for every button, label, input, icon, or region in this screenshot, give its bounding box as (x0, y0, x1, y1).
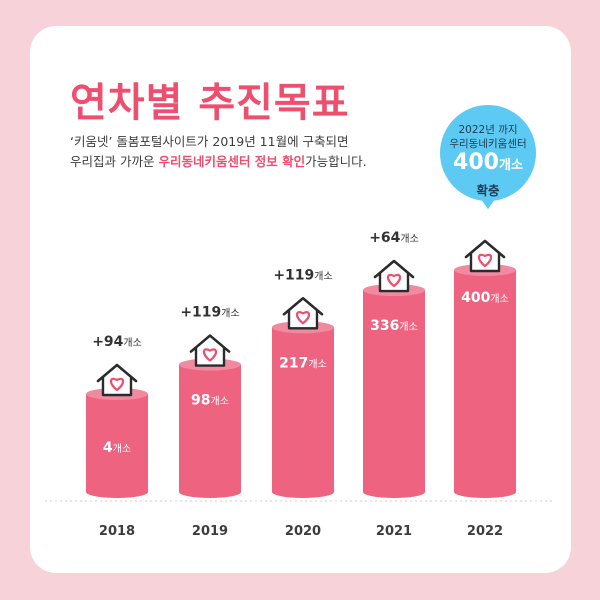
value-label: 336개소 (370, 318, 418, 334)
increment-label: +64개소 (369, 230, 419, 246)
bar-bottom-ellipse (86, 486, 148, 498)
value-label: 4개소 (103, 440, 131, 456)
year-label: 2020 (285, 524, 321, 539)
house-walls (194, 347, 226, 367)
value-label: 400개소 (461, 290, 509, 306)
house-heart-icon (282, 297, 324, 330)
house-walls (101, 377, 133, 397)
page-title: 연차별 추진목표 (70, 80, 350, 126)
year-label: 2019 (192, 524, 228, 539)
heart-icon (477, 253, 493, 268)
bubble-value-number: 400 (453, 150, 499, 175)
description-line-2: 우리집과 가까운 우리동네키움센터 정보 확인가능합니다. (70, 152, 400, 172)
bar-bottom-ellipse (179, 486, 241, 498)
description-suffix: 가능합니다. (305, 154, 367, 169)
heart-icon (386, 273, 402, 288)
increment-label: +94개소 (92, 334, 142, 350)
increment-label: +119개소 (273, 267, 332, 283)
bar-group-2018: 4개소 +94개소 2018 (86, 334, 148, 539)
bar-group-2022: 400개소 2022 (454, 239, 516, 539)
house-roof (373, 259, 415, 279)
year-label: 2021 (376, 524, 412, 539)
speech-bubble: 2022년 까지 우리동네키움센터 400개소 확충 (428, 100, 548, 210)
bar (454, 270, 516, 492)
house-heart-icon (96, 363, 138, 397)
year-label: 2018 (99, 524, 135, 539)
bar-group-2019: 98개소 +119개소 2019 (179, 305, 241, 539)
house-roof (464, 239, 506, 259)
increment-label: +119개소 (180, 305, 239, 321)
value-label: 217개소 (279, 355, 327, 371)
bar (272, 327, 334, 492)
bar-group-2021: 336개소 +64개소 2021 (363, 230, 425, 539)
house-roof (96, 363, 138, 383)
house-heart-icon (464, 239, 506, 273)
description-line-1: ‘키움넷’ 돌봄포털사이트가 2019년 11월에 구축되면 (70, 134, 349, 149)
bar (363, 290, 425, 492)
bubble-value: 400개소 (428, 150, 548, 175)
description-prefix: 우리집과 가까운 (70, 154, 159, 169)
house-heart-icon (189, 334, 231, 367)
description-highlight: 우리동네키움센터 정보 확인 (158, 154, 306, 169)
bubble-value-unit: 개소 (499, 158, 523, 173)
house-walls (378, 273, 410, 293)
bubble-line-2: 우리동네키움센터 (449, 138, 527, 150)
house-walls (469, 253, 501, 273)
house-walls (287, 310, 319, 330)
bar-bottom-ellipse (363, 486, 425, 498)
house-roof (189, 334, 231, 353)
description: ‘키움넷’ 돌봄포털사이트가 2019년 11월에 구축되면 우리집과 가까운 … (70, 132, 400, 172)
bar-bottom-ellipse (454, 486, 516, 498)
heart-icon (295, 311, 311, 325)
bar (179, 364, 241, 492)
heart-icon (109, 377, 125, 392)
house-heart-icon (373, 259, 415, 293)
heart-icon (202, 348, 218, 362)
house-roof (282, 297, 324, 316)
speech-bubble-shape (440, 105, 536, 209)
bubble-line-4: 확충 (476, 183, 500, 198)
bar-bottom-ellipse (272, 486, 334, 498)
year-label: 2022 (467, 524, 503, 539)
bubble-line-1: 2022년 까지 (458, 124, 518, 136)
bar (86, 394, 148, 492)
bar-group-2020: 217개소 +119개소 2020 (272, 267, 334, 539)
value-label: 98개소 (191, 393, 229, 409)
